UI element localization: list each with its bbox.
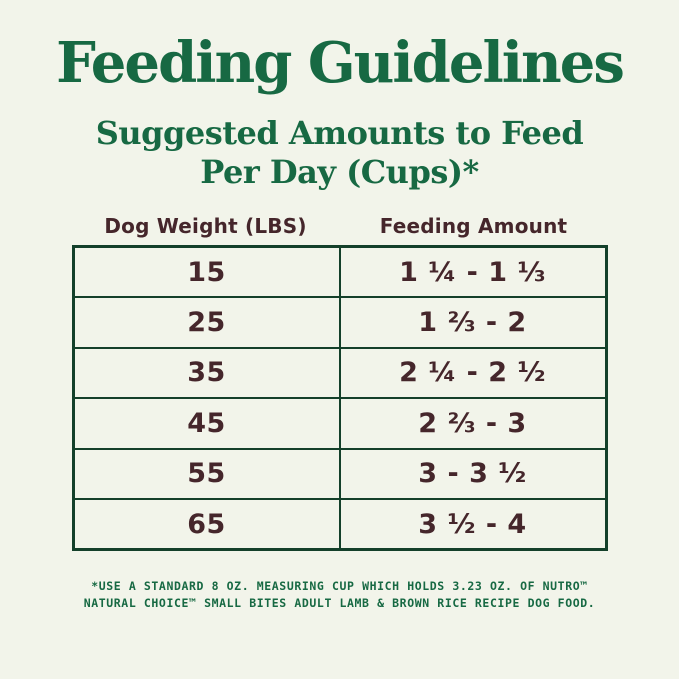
dog-weight-cell: 65 (72, 498, 341, 551)
feeding-amount-cell: 2 ⅔ - 3 (338, 397, 607, 450)
dog-weight-cell: 45 (72, 397, 341, 450)
subtitle-line-2: Per Day (Cups)* (200, 153, 479, 192)
feeding-amount-cell: 2 ¼ - 2 ½ (338, 346, 607, 400)
column-header-feeding-amount: Feeding Amount (379, 214, 568, 239)
column-header-dog-weight: Dog Weight (LBS) (104, 214, 307, 239)
footnote-line-1: *USE A STANDARD 8 OZ. MEASURING CUP WHIC… (91, 579, 588, 594)
dog-weight-cell: 55 (72, 447, 341, 501)
table-row: 65 3 ½ - 4 (72, 498, 607, 551)
table-column-headers: Dog Weight (LBS) Feeding Amount (72, 214, 608, 238)
feeding-table-body: 15 1 ¼ - 1 ⅓ 25 1 ⅔ - 2 35 2 ¼ - 2 ½ 45 2 ⅔ - 3… (72, 245, 607, 551)
page-subtitle: Suggested Amounts to Feed Per Day (Cups)… (0, 114, 679, 192)
footnote-line-2: NATURAL CHOICE™ SMALL BITES ADULT LAMB &… (83, 596, 596, 611)
feeding-amount-cell: 3 ½ - 4 (338, 498, 607, 551)
feeding-table: 15 1 ¼ - 1 ⅓ 25 1 ⅔ - 2 35 2 ¼ - 2 ½ 45 2 ⅔ - 3… (71, 245, 608, 552)
table-row: 35 2 ¼ - 2 ½ (72, 346, 607, 400)
subtitle-line-1: Suggested Amounts to Feed (95, 114, 584, 153)
dog-weight-cell: 25 (72, 296, 341, 349)
feeding-amount-cell: 1 ⅔ - 2 (338, 296, 607, 349)
table-row: 25 1 ⅔ - 2 (72, 296, 607, 349)
feeding-amount-cell: 3 - 3 ½ (338, 447, 607, 501)
feeding-amount-cell: 1 ¼ - 1 ⅓ (338, 245, 607, 299)
table-row: 15 1 ¼ - 1 ⅓ (72, 245, 607, 299)
table-row: 45 2 ⅔ - 3 (72, 397, 607, 450)
dog-weight-cell: 15 (72, 245, 341, 299)
dog-weight-cell: 35 (72, 346, 341, 400)
page-title: Feeding Guidelines (56, 30, 625, 96)
footnote: *USE A STANDARD 8 OZ. MEASURING CUP WHIC… (0, 578, 679, 613)
table-row: 55 3 - 3 ½ (72, 447, 607, 501)
feeding-table-section: Dog Weight (LBS) Feeding Amount 15 1 ¼ - … (71, 214, 608, 552)
